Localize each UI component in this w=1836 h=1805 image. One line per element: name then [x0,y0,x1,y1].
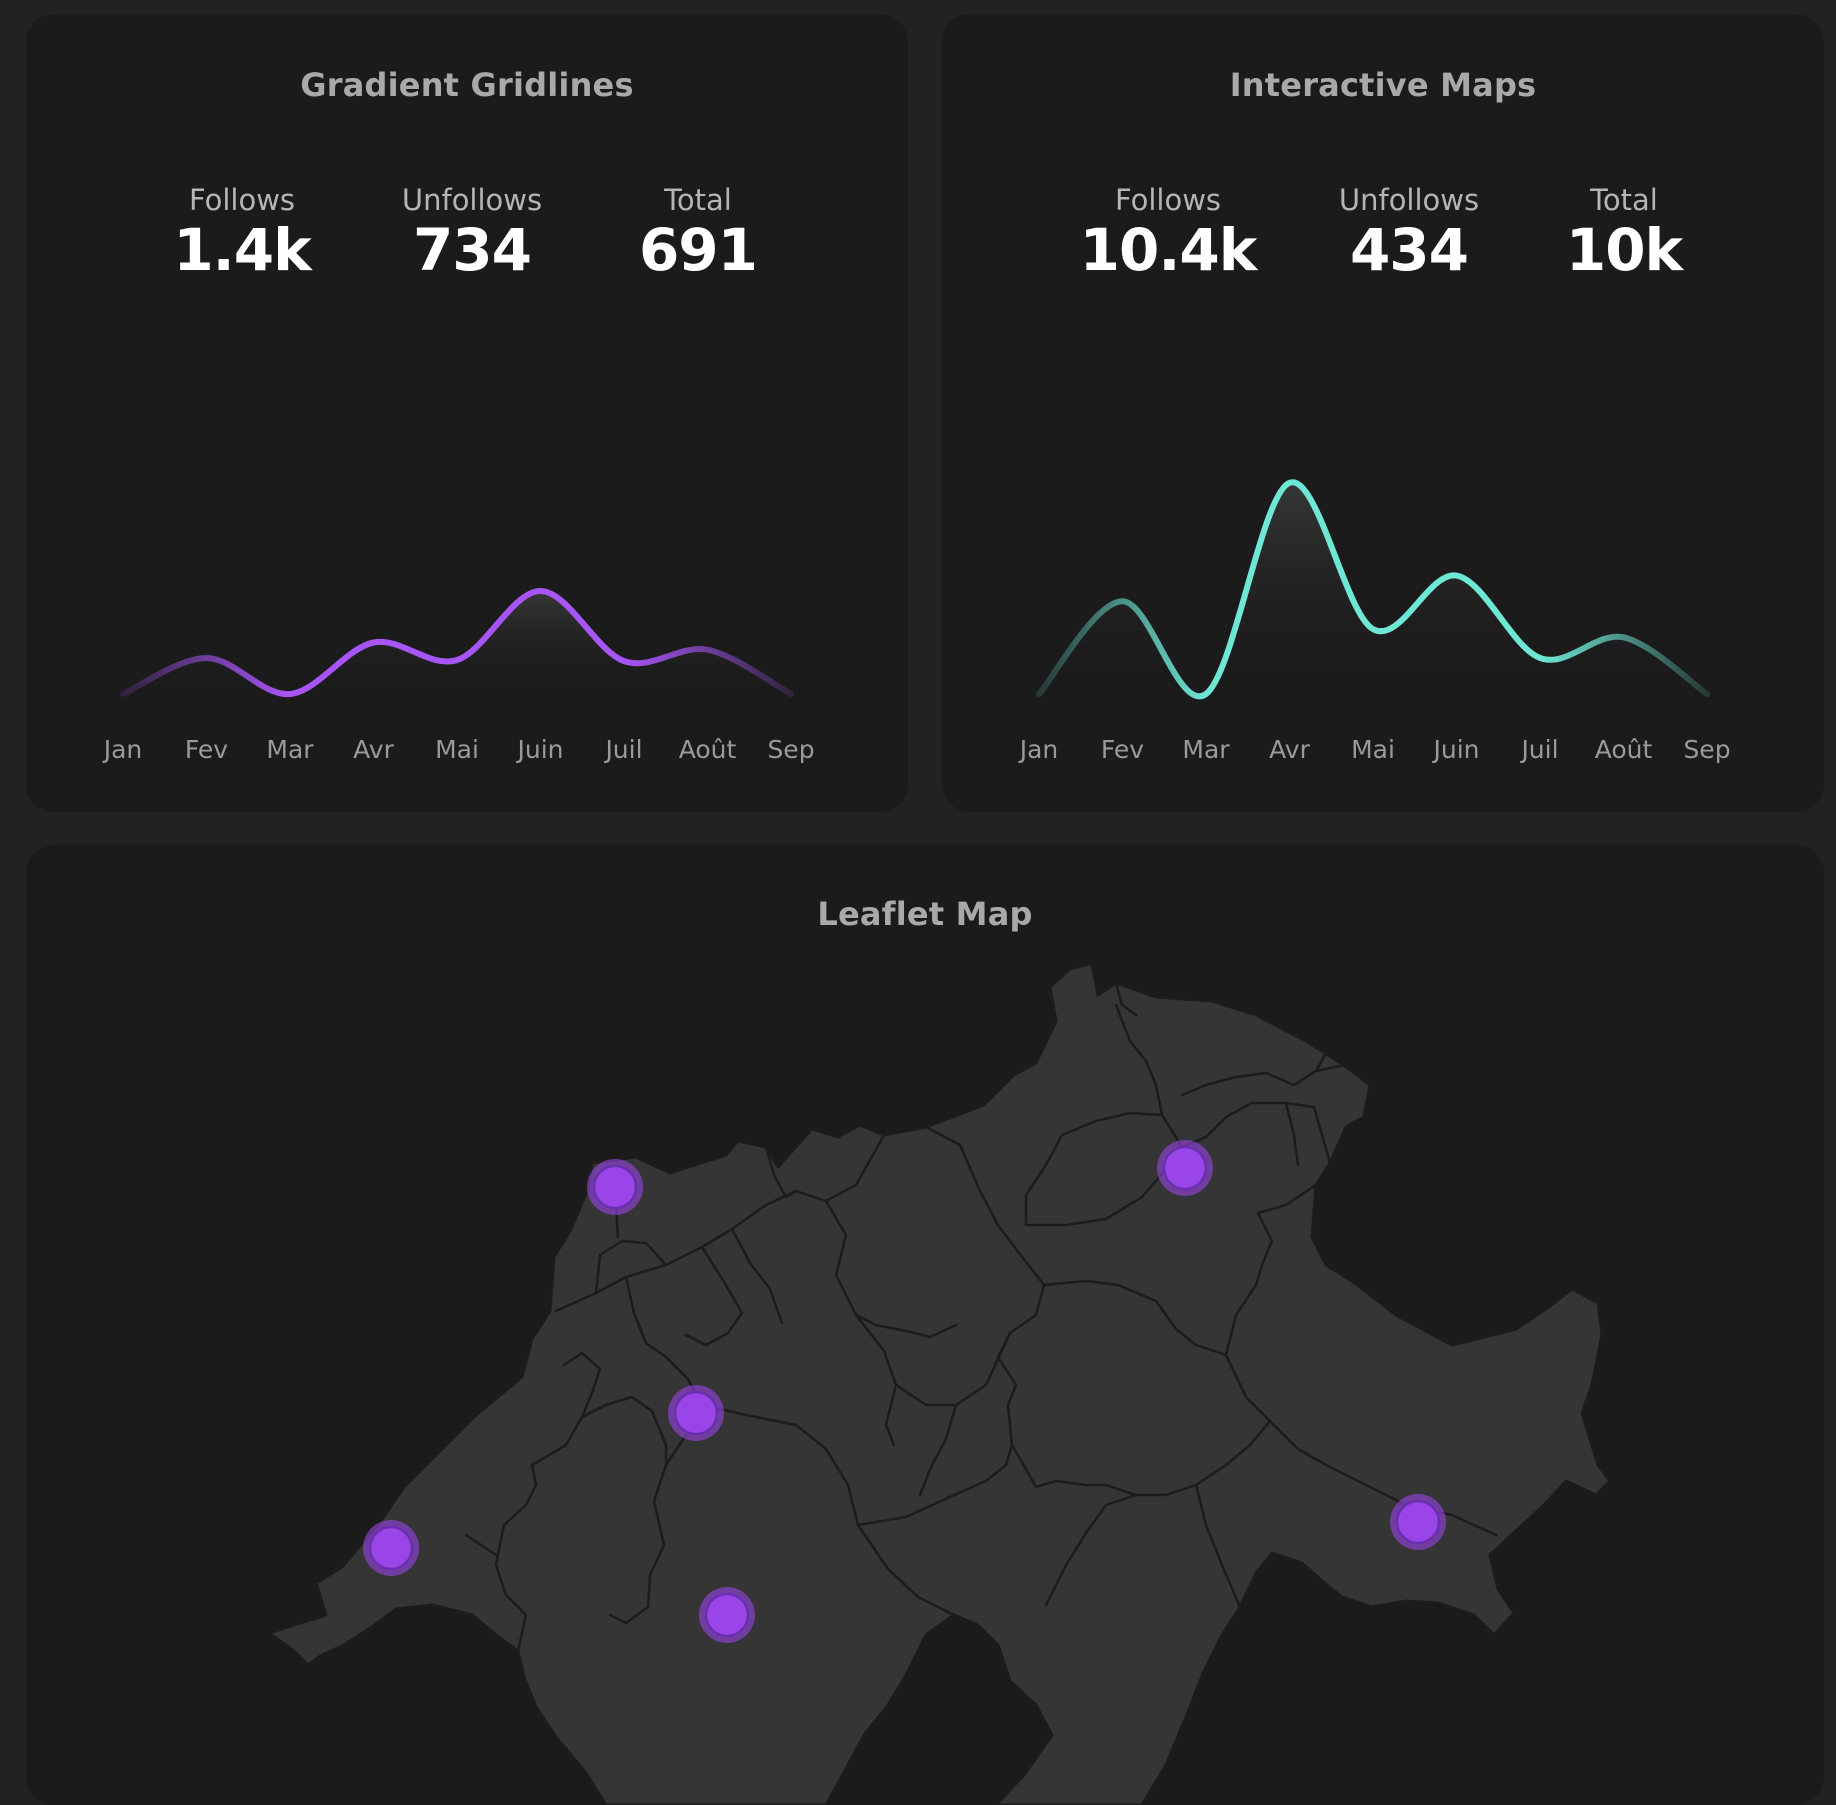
map-marker[interactable] [363,1520,419,1576]
series-area [123,590,791,695]
x-tick-label: Juil [603,735,642,764]
x-tick-label: Août [1595,735,1653,764]
series-line [1036,479,1710,700]
x-tick-label: Sep [1683,735,1730,764]
x-tick-label: Mai [435,735,479,764]
unfollows-stat: Unfollows 734 [372,182,572,282]
stat-label: Total [664,183,732,217]
follows-stat: Follows 1.4k [142,182,342,282]
x-tick-label: Sep [767,735,814,764]
x-tick-label: Juil [1519,735,1558,764]
data-point[interactable] [203,654,211,662]
map-marker[interactable] [699,1587,755,1643]
data-point[interactable] [1703,690,1711,698]
data-point[interactable] [119,690,127,698]
switzerland-map[interactable] [26,845,1824,1805]
data-point[interactable] [286,690,294,698]
data-point[interactable] [1536,654,1544,662]
data-point[interactable] [1286,479,1294,487]
stat-label: Unfollows [1338,183,1480,217]
data-point[interactable] [1202,690,1210,698]
data-point[interactable] [1035,690,1043,698]
card-title: Gradient Gridlines [300,66,634,104]
stat-label: Follows [1114,183,1222,217]
stat-value: 10k [1565,216,1683,284]
x-tick-label: Mai [1351,735,1395,764]
stat-value: 10.4k [1079,216,1258,284]
stat-value: 434 [1349,216,1469,284]
data-point[interactable] [704,646,712,654]
data-point[interactable] [537,587,545,595]
stat-label: Total [1590,183,1658,217]
interactive-maps-card: Jan Fev Mar Avr Mai Juin Juil Août Sep Interacti… [942,14,1824,812]
series-area [1039,482,1707,697]
x-tick-label: Avr [1269,735,1310,764]
map-marker[interactable] [668,1385,724,1441]
gradient-gridlines-card: Jan Fev Mar Avr Mai Juin Juil Août Sep Gradient … [26,14,908,812]
map-marker[interactable] [587,1159,643,1215]
stat-value: 1.4k [173,216,311,284]
card-title: Interactive Maps [1229,66,1537,104]
x-tick-label: Fev [185,735,228,764]
follows-line-chart: Jan Fev Mar Avr Mai Juin Juil Août Sep [102,514,815,764]
data-point[interactable] [370,639,378,647]
follows-stat: Follows 10.4k [1068,182,1268,282]
data-point[interactable] [1453,572,1461,580]
x-tick-label: Jan [1018,735,1059,764]
map-marker[interactable] [1390,1494,1446,1550]
card-title: Leaflet Map [817,895,1033,933]
data-point[interactable] [1369,625,1377,633]
x-tick-label: Mar [1182,735,1230,764]
series-line [120,587,794,698]
map-marker[interactable] [1157,1140,1213,1196]
stat-label: Unfollows [401,183,543,217]
stat-value: 734 [412,216,532,284]
x-tick-label: Juin [515,735,563,764]
x-tick-label: Août [679,735,737,764]
stat-value: 691 [638,216,758,284]
data-point[interactable] [620,657,628,665]
map-markers [363,1140,1446,1643]
stat-label: Follows [188,183,296,217]
leaflet-map-card: Leaflet Map [26,845,1824,1805]
x-tick-label: Fev [1101,735,1144,764]
data-point[interactable] [787,690,795,698]
data-point[interactable] [1119,597,1127,605]
data-point[interactable] [1620,633,1628,641]
x-tick-label: Mar [266,735,314,764]
unfollows-stat: Unfollows 434 [1309,182,1509,282]
total-stat: Total 10k [1524,182,1724,282]
x-tick-label: Avr [353,735,394,764]
data-point[interactable] [453,656,461,664]
country-shape [267,961,1612,1805]
follows-line-chart: Jan Fev Mar Avr Mai Juin Juil Août Sep [1018,479,1731,764]
x-tick-label: Juin [1431,735,1479,764]
x-tick-label: Jan [102,735,143,764]
total-stat: Total 691 [598,182,798,282]
